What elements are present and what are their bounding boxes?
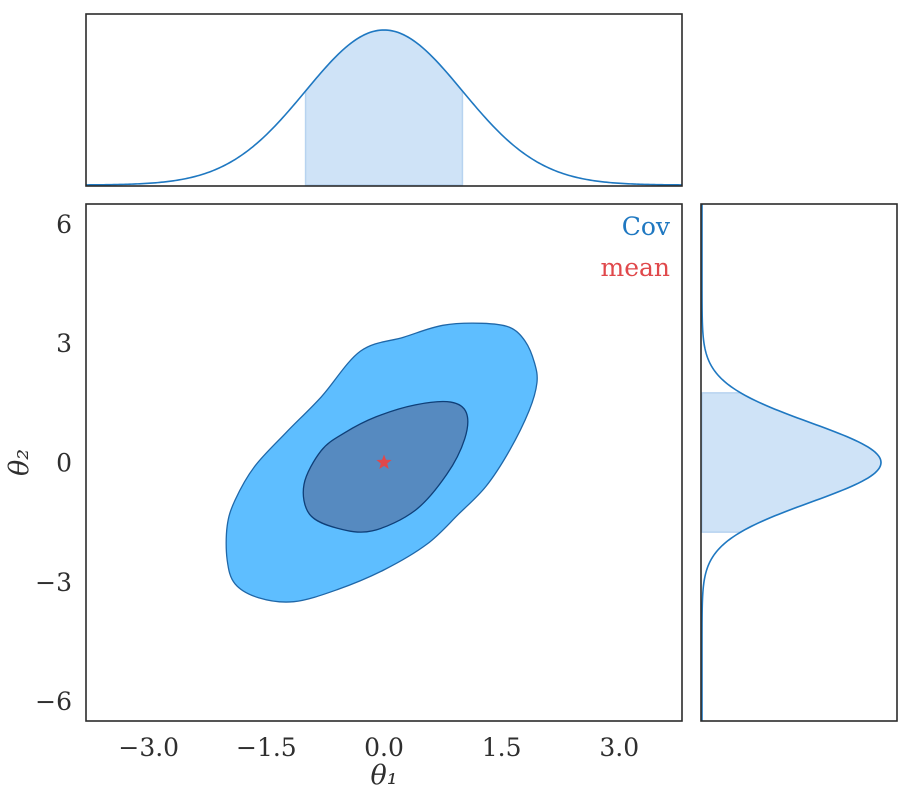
joint-panel: −3.0 −1.5 0.0 1.5 3.0 6 3 0 −3 −6 Cov mean θ₁ θ₂ bbox=[4, 203, 683, 791]
marginal-theta2-frame bbox=[700, 203, 898, 722]
x-tick-label: −3.0 bbox=[118, 733, 179, 762]
y-axis-label: θ₂ bbox=[4, 449, 35, 476]
marginal-theta1-density-line bbox=[85, 29, 683, 186]
x-axis-label: θ₁ bbox=[370, 760, 397, 791]
marginal-theta1-panel bbox=[85, 13, 683, 187]
x-tick-label: 0.0 bbox=[364, 733, 404, 762]
x-tick-label: −1.5 bbox=[236, 733, 297, 762]
y-tick-label: 3 bbox=[56, 329, 72, 358]
marginal-theta2-panel bbox=[700, 203, 898, 722]
y-tick-label: 6 bbox=[56, 210, 72, 239]
legend-entry-cov: Cov bbox=[622, 212, 671, 241]
legend-entry-mean: mean bbox=[600, 253, 670, 282]
y-axis-ticks: 6 3 0 −3 −6 bbox=[35, 210, 72, 716]
x-tick-label: 1.5 bbox=[482, 733, 522, 762]
x-axis-ticks: −3.0 −1.5 0.0 1.5 3.0 bbox=[118, 733, 639, 762]
marginal-theta1-credible-fill bbox=[304, 29, 464, 186]
mean-marker-star bbox=[376, 454, 392, 469]
x-tick-label: 3.0 bbox=[599, 733, 639, 762]
y-tick-label: −6 bbox=[35, 687, 72, 716]
marginal-theta2-credible-fill bbox=[701, 392, 882, 533]
marginal-theta1-frame bbox=[85, 13, 683, 187]
y-tick-label: 0 bbox=[56, 449, 72, 478]
joint-frame bbox=[85, 203, 683, 722]
marginal-theta2-density-line bbox=[701, 204, 882, 721]
y-tick-label: −3 bbox=[35, 568, 72, 597]
